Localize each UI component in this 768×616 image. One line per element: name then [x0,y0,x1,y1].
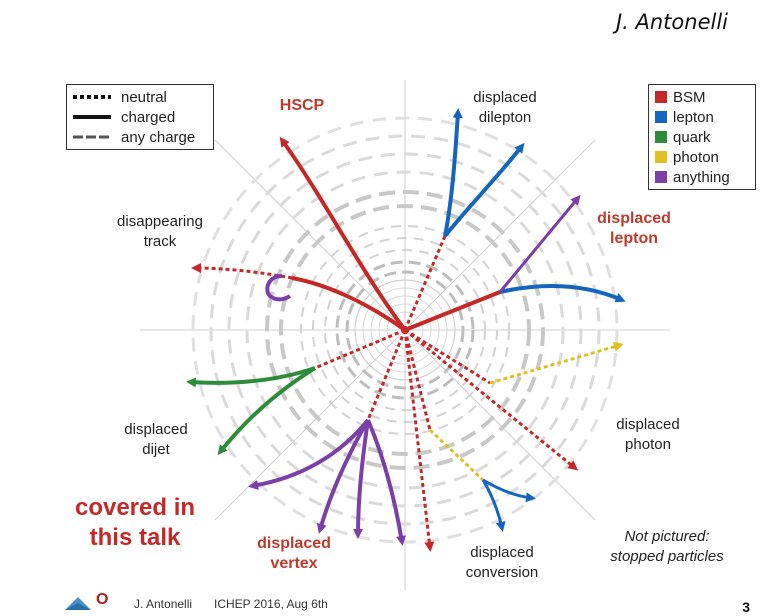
label-displaced-vertex: displaced vertex [257,535,331,572]
vertex-3 [353,419,370,539]
legend-neutral: neutral [73,88,167,106]
label-displaced-conversion: displaced conversion [465,544,539,581]
vertex-2 [316,419,370,534]
line-style-legend: neutral charged any charge [66,84,214,150]
legend-quark: quark [655,127,749,147]
displaced-bsm-down [404,328,579,471]
dijet-2 [217,366,317,456]
dilepton-bsm [403,235,447,331]
page-number: 3 [742,599,750,615]
label-displaced-photon: displaced photon [616,416,680,453]
university-mark: O [96,591,109,608]
displaced-photon-ph [489,341,624,385]
legend-lepton: lepton [655,107,749,127]
label-hscp: HSCP [279,97,325,114]
covered-in-this-talk-note: covered in this talk [74,494,196,551]
not-pictured-note: Not pictured: stopped particles [610,528,724,565]
vertex-bsm [366,329,407,421]
label-disappearing-track: disappearing track [117,213,203,250]
color-legend: BSM lepton quark photon anything [648,84,756,190]
vertex-4 [366,419,406,546]
label-displaced-dijet: displaced dijet [124,421,188,458]
conversion-e1 [481,479,506,532]
dilepton-1 [443,108,463,237]
legend-bsm: BSM [655,87,749,107]
quark-swatch [655,131,667,143]
disappearing-curl [265,274,292,302]
anything-swatch [655,171,667,183]
conversion-photon [403,329,432,431]
lepton-swatch [655,111,667,123]
conversion-e2 [482,478,536,503]
university-logo [64,593,92,611]
photon-swatch [655,151,667,163]
footer-conference: ICHEP 2016, Aug 6th [214,597,328,611]
displaced-photon-bsm [404,328,491,385]
dilepton-2 [443,142,525,238]
disappearing-neutral [191,263,293,280]
vertex-1 [248,418,370,490]
legend-anything: anything [655,167,749,187]
author-signature: J. Antonelli [615,10,728,34]
bsm-swatch [655,91,667,103]
guide-lines [140,80,670,590]
footer-author: J. Antonelli [134,597,193,611]
label-displaced-lepton: displaced lepton [597,210,671,247]
dijet-1 [186,366,316,388]
dijet-bsm [314,328,406,370]
label-displaced-dilepton: displaced dilepton [473,89,537,126]
legend-charged: charged [73,108,176,126]
legend-photon: photon [655,147,749,167]
disappearing-track [291,276,407,332]
conversion-ph [428,428,485,482]
hscp-track [279,136,407,332]
displaced-lepton-lep [499,283,626,303]
displaced-lepton-bsm [404,290,501,332]
conversion-neutral [403,329,435,552]
displaced-lepton-any [498,194,581,293]
legend-any-charge: any charge [73,128,196,146]
